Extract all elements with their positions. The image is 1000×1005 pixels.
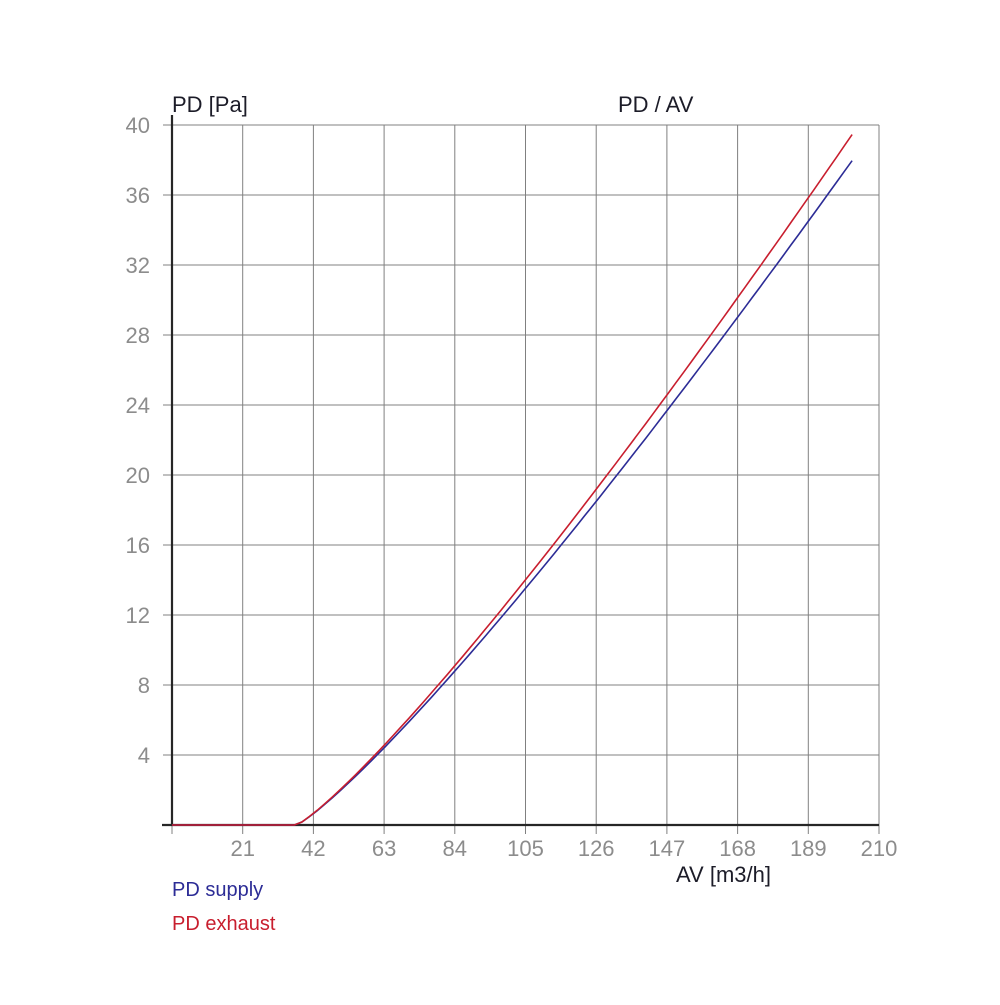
svg-text:PD [Pa]: PD [Pa] — [172, 92, 248, 117]
svg-text:28: 28 — [126, 323, 150, 348]
svg-text:126: 126 — [578, 836, 615, 861]
svg-text:36: 36 — [126, 183, 150, 208]
svg-text:4: 4 — [138, 743, 150, 768]
svg-text:84: 84 — [443, 836, 467, 861]
svg-text:PD / AV: PD / AV — [618, 92, 694, 117]
svg-text:210: 210 — [861, 836, 898, 861]
svg-text:16: 16 — [126, 533, 150, 558]
svg-text:12: 12 — [126, 603, 150, 628]
svg-text:PD exhaust: PD exhaust — [172, 913, 276, 935]
svg-text:PD supply: PD supply — [172, 879, 263, 901]
svg-text:32: 32 — [126, 253, 150, 278]
svg-text:168: 168 — [719, 836, 756, 861]
svg-text:AV [m3/h]: AV [m3/h] — [676, 862, 771, 887]
svg-text:42: 42 — [301, 836, 325, 861]
svg-text:8: 8 — [138, 673, 150, 698]
svg-text:40: 40 — [126, 113, 150, 138]
svg-text:20: 20 — [126, 463, 150, 488]
svg-text:21: 21 — [230, 836, 254, 861]
svg-text:63: 63 — [372, 836, 396, 861]
svg-text:147: 147 — [649, 836, 686, 861]
svg-text:189: 189 — [790, 836, 827, 861]
svg-text:105: 105 — [507, 836, 544, 861]
svg-text:24: 24 — [126, 393, 150, 418]
